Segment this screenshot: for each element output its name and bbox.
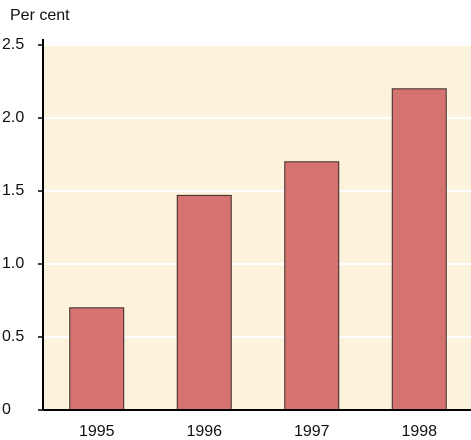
x-tick-label: 1997 bbox=[294, 423, 330, 440]
y-tick-label: 0.5 bbox=[2, 328, 24, 345]
y-tick-label: 1.5 bbox=[2, 182, 24, 199]
bar bbox=[69, 307, 125, 411]
y-axis-label: Per cent bbox=[10, 7, 70, 24]
y-tick-label: 1.0 bbox=[2, 255, 24, 272]
bar bbox=[284, 161, 340, 411]
x-tick-label: 1996 bbox=[186, 423, 222, 440]
bar bbox=[391, 88, 447, 411]
y-tick-label: 2.5 bbox=[2, 36, 24, 53]
bar bbox=[176, 194, 232, 411]
x-tick-label: 1998 bbox=[401, 423, 437, 440]
x-tick-label: 1995 bbox=[79, 423, 115, 440]
y-tick-label: 0 bbox=[2, 401, 11, 418]
y-tick-label: 2.0 bbox=[2, 109, 24, 126]
